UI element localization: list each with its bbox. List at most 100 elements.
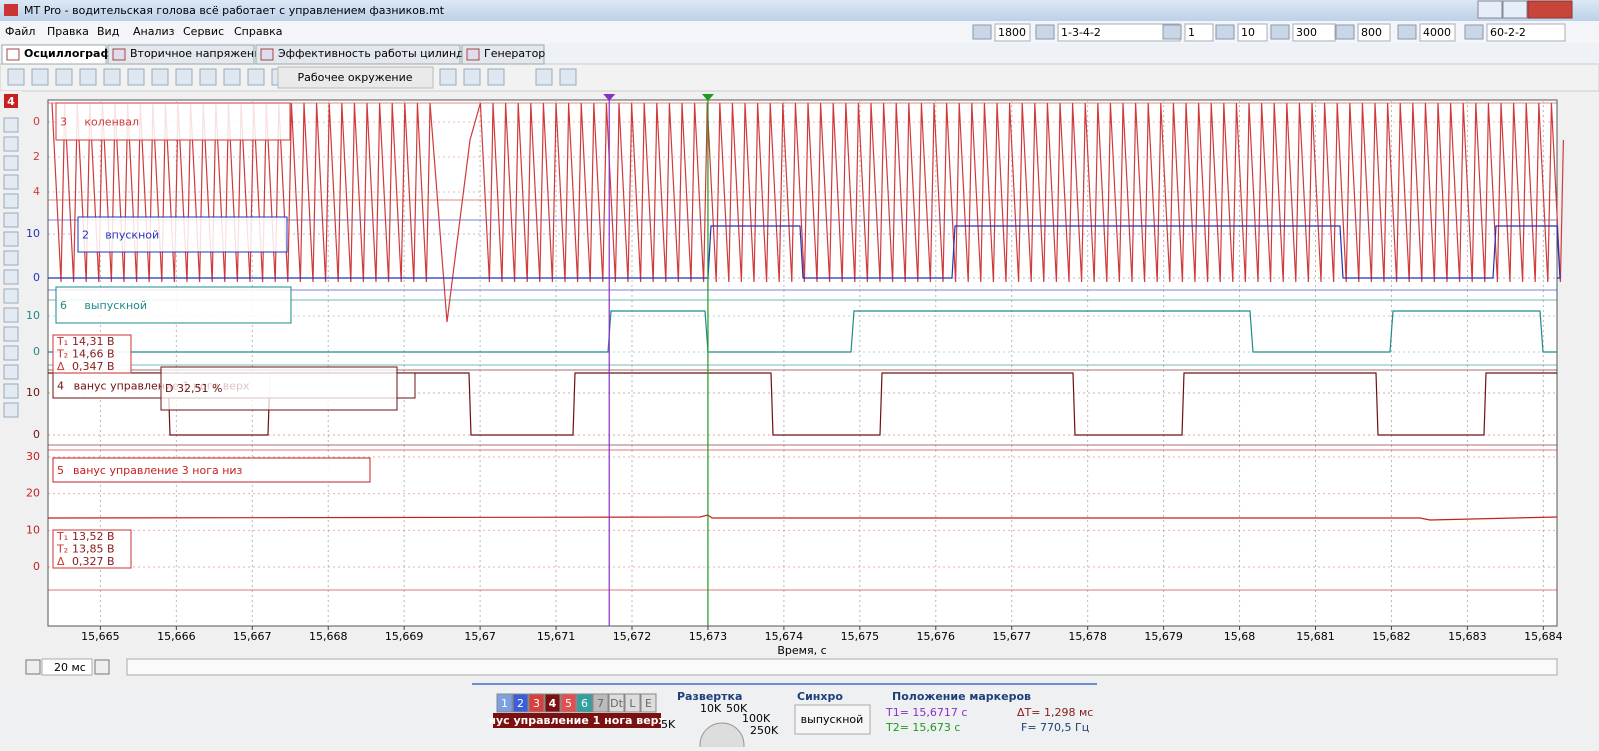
side-button[interactable] [3,212,19,228]
side-button[interactable] [3,269,19,285]
tool-button[interactable] [55,68,73,86]
menu-item[interactable]: Сервис [183,25,224,38]
tab[interactable] [1,44,107,65]
channel-button[interactable] [496,693,513,713]
tool-button[interactable] [31,68,49,86]
side-button[interactable] [3,155,19,171]
measure-box [52,334,132,374]
marker-handle[interactable] [603,94,616,101]
tab-icon [112,48,126,61]
tab-icon [466,48,480,61]
channel-button-label: 6 [581,697,588,710]
close[interactable] [1527,0,1573,19]
channel-button[interactable] [608,693,625,713]
tool-button[interactable] [463,68,481,86]
measure-symbol: T₂ [56,543,68,556]
measure-box [52,529,132,569]
zoom-out[interactable] [25,659,41,675]
side-button[interactable] [3,345,19,361]
dial-label: 5K [661,718,676,731]
zoom-in[interactable] [94,659,110,675]
tool-button[interactable] [103,68,121,86]
tool-button[interactable] [559,68,577,86]
sync-button[interactable] [794,704,871,735]
duty-cycle: D 32,51 % [165,382,222,395]
tool-button[interactable] [199,68,217,86]
y-tick-label: 20 [26,487,40,500]
tab[interactable] [107,44,255,65]
x-tick-label: 15,669 [385,630,424,643]
marker-handle[interactable] [701,94,714,101]
field[interactable] [1237,23,1268,42]
environment-label: Рабочее окружение [297,71,412,84]
channel-label-box[interactable] [77,216,288,253]
side-button[interactable] [3,307,19,323]
side-button[interactable] [3,136,19,152]
channel-name: выпускной [84,299,147,312]
tool-button[interactable] [223,68,241,86]
side-button[interactable] [3,174,19,190]
tab-icon [260,48,274,61]
side-button[interactable] [3,326,19,342]
tool-button[interactable] [535,68,553,86]
field[interactable] [1292,23,1336,42]
field[interactable] [1357,23,1391,42]
side-button[interactable] [3,231,19,247]
field[interactable] [1419,23,1456,42]
field[interactable] [1184,23,1214,42]
tool-button[interactable] [7,68,25,86]
channel-label-box[interactable] [55,286,292,324]
tool-button[interactable] [151,68,169,86]
channel-button[interactable] [528,693,545,713]
environment-select[interactable] [277,66,434,89]
menu-item[interactable]: Анализ [133,25,175,38]
side-button[interactable] [3,117,19,133]
channel-button[interactable] [640,693,657,713]
field-value: 4000 [1423,26,1451,39]
channel-button[interactable] [512,693,529,713]
side-button[interactable] [3,402,19,418]
toolbar-icon [1215,24,1235,40]
channel-button[interactable] [592,693,609,713]
menu-item[interactable]: Справка [234,25,282,38]
side-button[interactable] [3,250,19,266]
menu-item[interactable]: Вид [97,25,120,38]
field[interactable] [1486,23,1566,42]
measure-value: 0,347 В [72,360,115,373]
measure-symbol: T₁ [56,335,68,348]
y-tick-label: 0 [33,271,40,284]
field[interactable] [994,23,1031,42]
channel-button[interactable] [624,693,641,713]
channel-button-label: Dt [610,697,623,710]
tool-button[interactable] [439,68,457,86]
tool-button[interactable] [247,68,265,86]
tab[interactable] [461,44,545,65]
channel-label-box[interactable] [55,102,291,141]
dial-label: 250K [750,724,779,737]
channel-name: коленвал [84,116,139,129]
scrollbar[interactable] [126,658,1558,676]
tool-button[interactable] [79,68,97,86]
channel-button[interactable] [544,693,561,713]
x-tick-label: 15,682 [1372,630,1411,643]
channel-button[interactable] [560,693,577,713]
scale-field [41,658,93,676]
minimize[interactable] [1477,0,1503,19]
maximize[interactable] [1502,0,1528,19]
menu-item[interactable]: Файл [5,25,35,38]
menu-item[interactable]: Правка [47,25,89,38]
tool-button[interactable] [175,68,193,86]
field-value: 1-3-4-2 [1061,26,1101,39]
side-button[interactable] [3,364,19,380]
tool-button[interactable] [487,68,505,86]
sweep-dial[interactable] [699,722,745,751]
side-button[interactable] [3,288,19,304]
side-button[interactable] [3,193,19,209]
side-button[interactable] [3,383,19,399]
channel-button[interactable] [576,693,593,713]
tab[interactable] [255,44,461,65]
measure-value: 13,52 В [72,530,115,543]
tool-button[interactable] [127,68,145,86]
channel-label-box[interactable] [52,457,371,483]
